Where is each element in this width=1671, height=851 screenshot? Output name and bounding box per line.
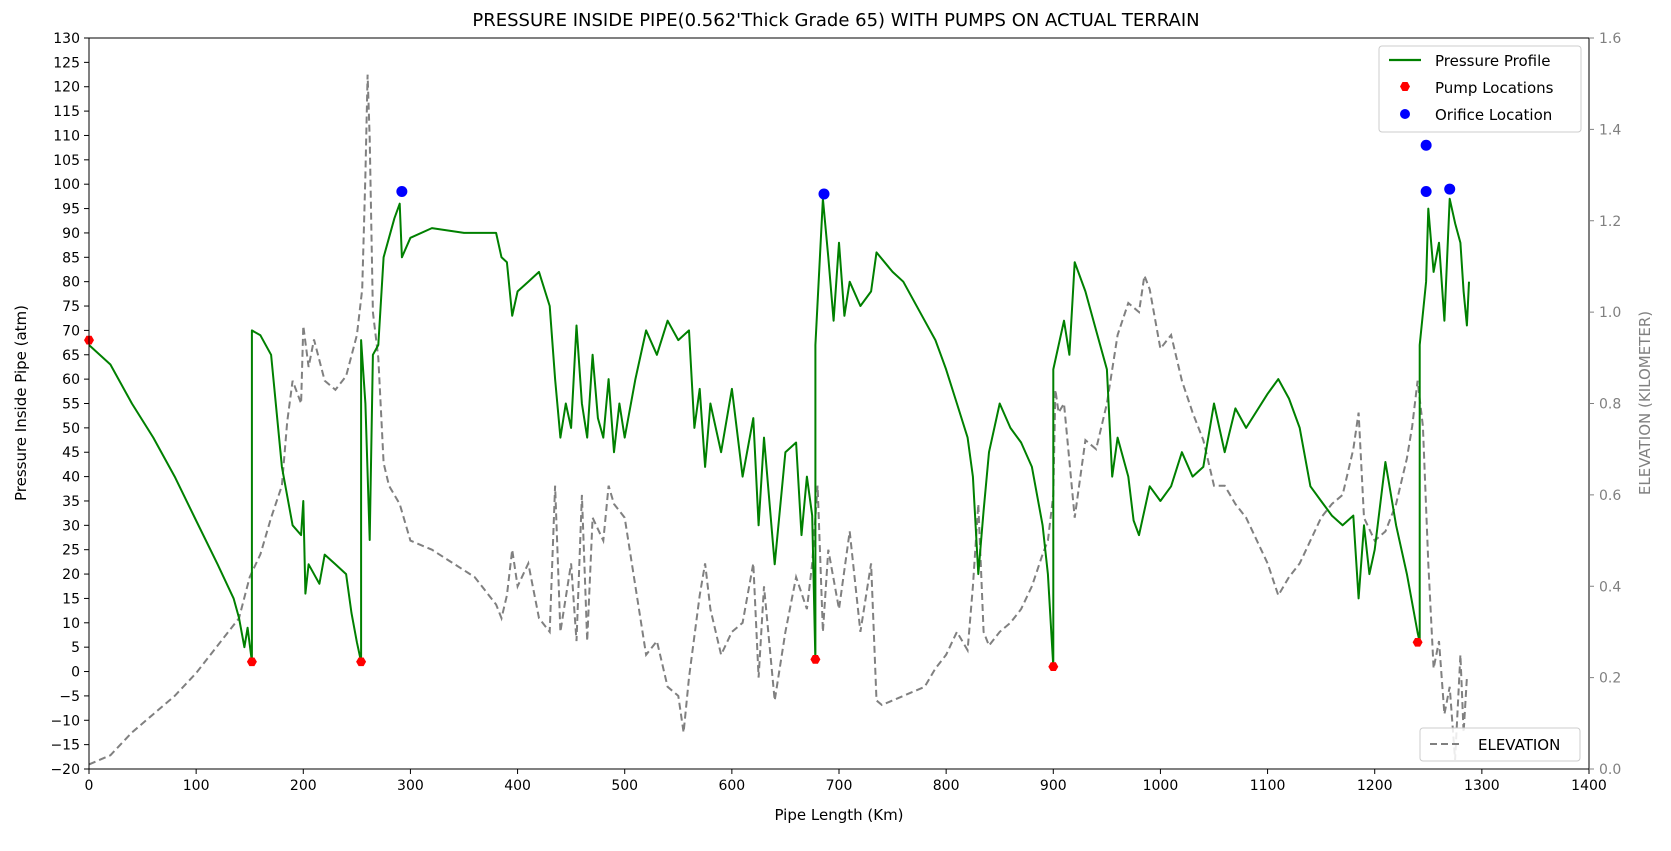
y-tick-label: 50: [62, 421, 80, 437]
legend-secondary: ELEVATION: [1419, 727, 1581, 762]
chart-title: PRESSURE INSIDE PIPE(0.562'Thick Grade 6…: [472, 10, 1199, 31]
orifice-marker: [1420, 139, 1432, 151]
y2-tick-label: 1.6: [1599, 31, 1621, 47]
y-tick-label: 120: [53, 80, 80, 96]
orifice-marker: [396, 186, 408, 198]
x-tick-label: 100: [183, 778, 210, 794]
x-axis-label: Pipe Length (Km): [774, 806, 903, 824]
y-tick-label: −20: [50, 762, 80, 778]
orifice-marker: [818, 188, 830, 200]
x-tick-label: 1400: [1571, 778, 1607, 794]
y2-tick-label: 0.4: [1599, 579, 1621, 595]
y-tick-label: 55: [62, 397, 80, 413]
y2-tick-label: 0.2: [1599, 671, 1621, 687]
y-tick-label: 130: [53, 31, 80, 47]
x-tick-label: 1100: [1250, 778, 1286, 794]
legend-main: Pressure Profile Pump Locations Orifice …: [1378, 45, 1582, 133]
x-tick-label: 900: [1040, 778, 1067, 794]
marker-series: [84, 139, 1456, 671]
x-axis-ticks: 0 100 200 300 400 500 600 700 800 900 1000 1100 1200…: [85, 769, 1607, 794]
y-tick-label: 70: [62, 323, 80, 339]
y-axis-right-ticks: 0.0 0.2 0.4 0.6 0.8 1.0 1.2 1.4 1.6: [1589, 31, 1621, 778]
y2-tick-label: 0.6: [1599, 488, 1621, 504]
pump-marker: [1412, 638, 1423, 647]
y-tick-label: 110: [53, 128, 80, 144]
y-tick-label: 95: [62, 202, 80, 218]
legend-orifice-label: Orifice Location: [1435, 106, 1552, 124]
legend-pump-swatch: [1400, 82, 1410, 91]
x-tick-label: 1000: [1143, 778, 1179, 794]
y2-tick-label: 1.0: [1599, 305, 1621, 321]
orifice-marker: [1420, 186, 1432, 198]
x-tick-label: 1300: [1464, 778, 1500, 794]
y-tick-label: −15: [50, 738, 80, 754]
orifice-marker: [1444, 183, 1456, 195]
y-tick-label: 125: [53, 55, 80, 71]
y-axis-left-ticks: −20 −15 −10 −5 0 5 10 15 20 25 30 35 40 45 50 55 60 65 70 7…: [50, 31, 89, 778]
legend-secondary-box: [1419, 727, 1581, 762]
y2-tick-label: 0.0: [1599, 762, 1621, 778]
y2-tick-label: 1.4: [1599, 122, 1621, 138]
x-tick-label: 500: [611, 778, 638, 794]
y-tick-label: 60: [62, 372, 80, 388]
y2-tick-label: 0.8: [1599, 397, 1621, 413]
y-tick-label: 20: [62, 567, 80, 583]
x-tick-label: 600: [718, 778, 745, 794]
legend-pressure-label: Pressure Profile: [1435, 52, 1550, 70]
x-tick-label: 0: [85, 778, 94, 794]
pressure-series: [88, 197, 1470, 668]
y-tick-label: 5: [71, 640, 80, 656]
x-tick-label: 400: [504, 778, 531, 794]
y-tick-label: −5: [59, 689, 80, 705]
legend-main-box: [1378, 45, 1582, 133]
y-tick-label: 115: [53, 104, 80, 120]
pump-marker: [810, 655, 821, 664]
y-tick-label: 100: [53, 177, 80, 193]
x-tick-label: 700: [826, 778, 853, 794]
legend-elevation-label: ELEVATION: [1478, 736, 1560, 754]
pump-marker: [356, 657, 367, 667]
y-tick-label: −10: [50, 713, 80, 729]
y-tick-label: 90: [62, 226, 80, 242]
y2-tick-label: 1.2: [1599, 214, 1621, 230]
y-tick-label: 0: [71, 665, 80, 681]
y-tick-label: 25: [62, 543, 80, 559]
y-tick-label: 75: [62, 299, 80, 315]
y-tick-label: 15: [62, 591, 80, 607]
y-tick-label: 30: [62, 518, 80, 534]
y-tick-label: 10: [62, 616, 80, 632]
pump-marker: [246, 657, 257, 667]
y-tick-label: 80: [62, 275, 80, 291]
y-axis-right-label: ELEVATION (KILOMETER): [1636, 311, 1654, 495]
plot-frame: [88, 37, 1590, 770]
elevation-series: [88, 74, 1468, 766]
y-tick-label: 105: [53, 153, 80, 169]
y-axis-left-label: Pressure Inside Pipe (atm): [12, 305, 30, 501]
y-tick-label: 65: [62, 348, 80, 364]
pump-marker: [1048, 662, 1059, 671]
legend-orifice-swatch: [1400, 109, 1410, 119]
y-tick-label: 45: [62, 445, 80, 461]
y-tick-label: 85: [62, 250, 80, 266]
pressure-line: [88, 197, 1470, 668]
x-tick-label: 800: [933, 778, 960, 794]
legend-pump-label: Pump Locations: [1435, 79, 1554, 97]
elevation-line: [88, 74, 1468, 766]
x-tick-label: 300: [397, 778, 424, 794]
y-tick-label: 35: [62, 494, 80, 510]
x-tick-label: 1200: [1357, 778, 1393, 794]
y-tick-label: 40: [62, 470, 80, 486]
x-tick-label: 200: [290, 778, 317, 794]
